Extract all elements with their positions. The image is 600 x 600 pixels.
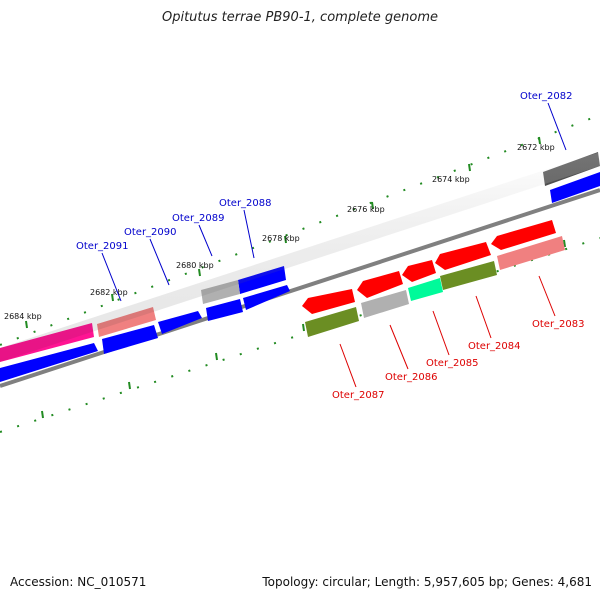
shade-overlay xyxy=(0,152,600,362)
tick-labels: 2672 kbp 2674 kbp 2676 kbp 2678 kbp 2680… xyxy=(4,143,555,321)
gene-label[interactable]: Oter_2083 xyxy=(532,319,585,330)
gene-red xyxy=(491,220,556,250)
leader-line xyxy=(475,295,492,339)
leader-line xyxy=(538,275,556,317)
forward-leader-lines xyxy=(101,102,567,302)
reverse-leader-lines xyxy=(339,275,556,388)
tick-label: 2680 kbp xyxy=(176,261,214,270)
major-tick xyxy=(215,352,218,361)
gene-blue xyxy=(550,172,600,203)
tick-label: 2684 kbp xyxy=(4,312,42,321)
leader-line xyxy=(198,224,213,257)
tick-label: 2674 kbp xyxy=(432,175,470,184)
forward-gene-labels: Oter_2082 Oter_2088 Oter_2089 Oter_2090 … xyxy=(76,91,573,252)
gene-label[interactable]: Oter_2091 xyxy=(76,241,129,252)
gene-blue xyxy=(206,299,243,321)
genome-summary: Topology: circular; Length: 5,957,605 bp… xyxy=(262,575,592,589)
leader-line xyxy=(243,209,255,259)
major-tick xyxy=(41,410,44,419)
tick-label: 2682 kbp xyxy=(90,288,128,297)
dotted-guide-line xyxy=(0,114,600,346)
gene-label[interactable]: Oter_2090 xyxy=(124,227,177,238)
gene-label[interactable]: Oter_2089 xyxy=(172,213,225,224)
major-tick xyxy=(302,323,305,332)
leader-line xyxy=(389,324,409,370)
guide-ring-upper xyxy=(0,114,600,346)
gene-blue xyxy=(0,343,98,382)
gene-oter-2085[interactable] xyxy=(408,278,443,301)
genome-backbone xyxy=(0,188,600,388)
gene-blue xyxy=(102,325,158,354)
map-title: Opitutus terrae PB90-1, complete genome xyxy=(161,10,439,25)
gene-red xyxy=(402,260,436,282)
gene-label[interactable]: Oter_2084 xyxy=(468,341,521,352)
leader-line xyxy=(149,238,170,286)
major-tick xyxy=(284,235,287,244)
gene-red xyxy=(357,271,403,298)
forward-row-inner xyxy=(0,172,600,382)
major-tick xyxy=(563,239,566,248)
gene-oter-2088[interactable] xyxy=(238,266,286,294)
reverse-row-outer xyxy=(302,220,556,314)
gene-oter-2083[interactable] xyxy=(497,236,565,270)
gene-label[interactable]: Oter_2086 xyxy=(385,372,438,383)
accession-text: Accession: NC_010571 xyxy=(10,575,147,589)
leader-line xyxy=(101,252,122,302)
major-tick xyxy=(468,163,471,172)
gene-label[interactable]: Oter_2088 xyxy=(219,198,272,209)
gene-oter-2086[interactable] xyxy=(361,290,409,318)
leader-line xyxy=(432,310,450,356)
gene-label[interactable]: Oter_2087 xyxy=(332,390,385,401)
major-tick xyxy=(25,320,28,329)
major-tick xyxy=(538,136,541,145)
gene-label[interactable]: Oter_2085 xyxy=(426,358,479,369)
tick-label: 2672 kbp xyxy=(517,143,555,152)
gene-oter-2084[interactable] xyxy=(440,261,497,290)
gene-red xyxy=(435,242,491,270)
reverse-gene-labels: Oter_2083 Oter_2084 Oter_2085 Oter_2086 … xyxy=(332,319,585,401)
gene-blue xyxy=(243,285,290,310)
tick-label: 2676 kbp xyxy=(347,205,385,214)
major-tick xyxy=(371,201,374,210)
tick-label: 2678 kbp xyxy=(262,234,300,243)
leader-line xyxy=(339,343,357,388)
reverse-row-inner xyxy=(305,236,565,337)
major-tick xyxy=(111,293,114,302)
gene-oter-2087[interactable] xyxy=(305,307,359,337)
major-ticks xyxy=(25,136,541,329)
major-tick xyxy=(198,268,201,277)
leader-line xyxy=(547,102,567,151)
gene-oter-2090[interactable] xyxy=(158,311,202,334)
major-tick xyxy=(128,381,131,390)
gene-label[interactable]: Oter_2082 xyxy=(520,91,573,102)
gene-red xyxy=(302,289,355,314)
